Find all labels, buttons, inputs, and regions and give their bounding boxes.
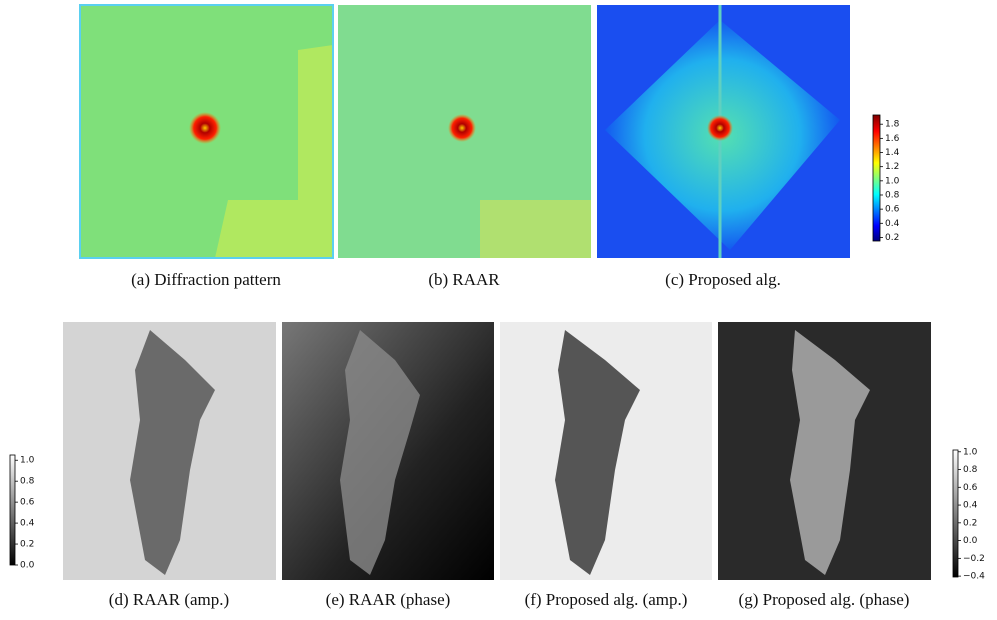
tick-label: 0.0	[963, 536, 978, 546]
tick-label: 0.4	[963, 501, 978, 511]
tick-label: 0.8	[885, 190, 900, 200]
tick-label: 0.8	[20, 477, 35, 487]
panel-image	[500, 322, 712, 580]
tick-label: 1.0	[20, 456, 35, 466]
tick-label: 0.2	[963, 518, 977, 528]
caption: (a) Diffraction pattern	[131, 270, 281, 289]
caption: (e) RAAR (phase)	[326, 590, 451, 609]
tick-label: 1.0	[963, 447, 978, 457]
colorbar	[952, 449, 959, 578]
panel-image	[282, 322, 494, 580]
tick-label: 0.4	[885, 219, 900, 229]
caption: (f) Proposed alg. (amp.)	[525, 590, 688, 609]
caption: (d) RAAR (amp.)	[109, 590, 229, 609]
panel-image	[338, 5, 591, 258]
tick-label: 0.6	[963, 483, 978, 493]
panel-image	[79, 4, 334, 259]
tick-label: 1.6	[885, 134, 900, 144]
caption: (c) Proposed alg.	[665, 270, 781, 289]
caption: (b) RAAR	[428, 270, 500, 289]
tick-label: 1.0	[885, 176, 900, 186]
tick-label: −0.4	[963, 572, 985, 582]
panel-image	[63, 322, 276, 580]
panel-image	[718, 322, 931, 580]
colorbar	[872, 114, 881, 242]
tick-label: 0.4	[20, 519, 35, 529]
panel-image	[597, 5, 850, 258]
tick-label: 1.4	[885, 148, 900, 158]
tick-label: 0.8	[963, 465, 978, 475]
tick-label: 0.2	[885, 233, 899, 243]
tick-label: 1.8	[885, 120, 900, 130]
colorbar	[9, 454, 16, 566]
caption: (g) Proposed alg. (phase)	[739, 590, 910, 609]
tick-label: 0.2	[20, 540, 34, 550]
tick-label: 0.6	[885, 205, 900, 215]
tick-label: 1.2	[885, 162, 899, 172]
tick-label: 0.0	[20, 561, 35, 571]
tick-label: −0.2	[963, 554, 985, 564]
tick-label: 0.6	[20, 498, 35, 508]
